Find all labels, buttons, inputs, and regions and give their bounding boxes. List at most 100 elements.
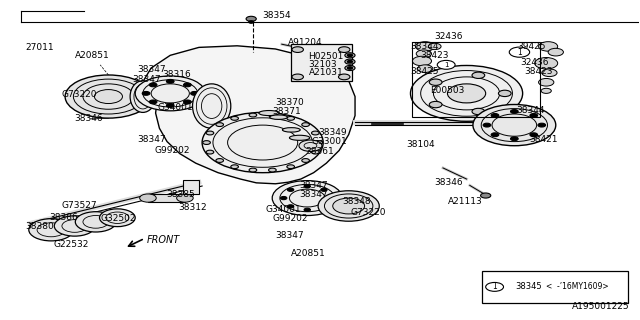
Circle shape — [202, 112, 323, 173]
Text: 38316: 38316 — [163, 70, 191, 79]
Text: 32436: 32436 — [521, 58, 549, 67]
Circle shape — [302, 159, 309, 162]
Text: <  -’16MY1609>: < -’16MY1609> — [546, 282, 609, 292]
Circle shape — [299, 140, 322, 151]
Circle shape — [149, 100, 157, 104]
Text: G99202: G99202 — [154, 146, 190, 155]
Circle shape — [249, 113, 257, 117]
Circle shape — [280, 196, 287, 200]
Text: 38344: 38344 — [516, 106, 545, 115]
Polygon shape — [141, 46, 355, 184]
Circle shape — [345, 53, 355, 58]
Circle shape — [339, 74, 350, 80]
Text: G34001: G34001 — [157, 103, 193, 112]
Bar — [483, 271, 628, 303]
Text: G32502: G32502 — [100, 214, 136, 223]
Text: 38104: 38104 — [406, 140, 435, 149]
Text: 38421: 38421 — [529, 135, 557, 144]
Text: 38371: 38371 — [272, 107, 301, 116]
Circle shape — [429, 79, 442, 85]
Text: 38347: 38347 — [275, 231, 304, 240]
Circle shape — [535, 58, 557, 69]
Circle shape — [312, 131, 319, 135]
Circle shape — [248, 21, 253, 23]
Circle shape — [541, 69, 557, 76]
Circle shape — [166, 104, 174, 107]
Text: 32436: 32436 — [435, 32, 463, 41]
Text: 38425: 38425 — [410, 67, 439, 76]
Circle shape — [345, 59, 355, 64]
Circle shape — [100, 209, 135, 227]
Ellipse shape — [282, 128, 300, 132]
Circle shape — [287, 165, 294, 169]
Circle shape — [140, 194, 156, 202]
Text: FRONT: FRONT — [147, 235, 180, 245]
Circle shape — [76, 212, 116, 232]
Text: 1: 1 — [517, 48, 522, 57]
Text: A21031: A21031 — [308, 68, 343, 77]
Circle shape — [29, 219, 74, 241]
Circle shape — [511, 137, 518, 141]
Circle shape — [416, 50, 431, 58]
Circle shape — [149, 83, 157, 87]
Text: 1: 1 — [444, 62, 449, 68]
Circle shape — [412, 56, 431, 66]
Circle shape — [473, 105, 556, 146]
Circle shape — [481, 193, 491, 198]
Circle shape — [509, 47, 530, 57]
Circle shape — [348, 54, 353, 57]
Circle shape — [142, 92, 150, 95]
Circle shape — [177, 194, 193, 202]
Circle shape — [328, 196, 334, 200]
Text: A20851: A20851 — [291, 249, 326, 258]
Circle shape — [318, 191, 380, 221]
Text: E00503: E00503 — [430, 86, 465, 95]
Circle shape — [539, 78, 554, 86]
Circle shape — [428, 43, 441, 50]
Circle shape — [321, 205, 327, 208]
Text: 38380: 38380 — [26, 222, 54, 231]
Text: 38423: 38423 — [524, 67, 552, 76]
Text: G73220: G73220 — [351, 208, 386, 217]
Circle shape — [216, 123, 223, 126]
Circle shape — [410, 66, 523, 121]
Circle shape — [348, 60, 353, 63]
Bar — [183, 180, 199, 194]
Circle shape — [339, 47, 350, 52]
Circle shape — [511, 109, 518, 113]
Circle shape — [548, 48, 563, 56]
Circle shape — [447, 84, 486, 103]
Circle shape — [486, 283, 504, 291]
Text: 38347: 38347 — [300, 181, 328, 190]
Text: 38347: 38347 — [137, 65, 166, 74]
Circle shape — [539, 42, 557, 51]
Circle shape — [321, 188, 327, 191]
Circle shape — [65, 75, 152, 118]
Text: 38385: 38385 — [166, 190, 195, 199]
Circle shape — [287, 116, 294, 120]
Circle shape — [437, 60, 455, 69]
Circle shape — [415, 42, 435, 51]
Circle shape — [530, 114, 538, 117]
Text: 38354: 38354 — [262, 11, 291, 20]
Circle shape — [292, 47, 303, 52]
Circle shape — [333, 198, 365, 214]
Bar — [291, 44, 352, 81]
Circle shape — [269, 113, 276, 117]
Circle shape — [216, 159, 223, 162]
Circle shape — [491, 114, 499, 117]
Circle shape — [184, 100, 191, 104]
Circle shape — [54, 216, 95, 236]
Circle shape — [206, 131, 214, 135]
Circle shape — [166, 79, 174, 83]
Circle shape — [206, 150, 214, 154]
Circle shape — [312, 150, 319, 154]
Ellipse shape — [130, 81, 156, 112]
Circle shape — [483, 123, 491, 127]
Circle shape — [302, 123, 309, 126]
Text: 32103: 32103 — [308, 60, 337, 69]
Text: 1: 1 — [492, 282, 497, 292]
Text: 38346: 38346 — [75, 114, 103, 123]
Text: A20851: A20851 — [75, 51, 109, 60]
Text: G22532: G22532 — [54, 240, 89, 249]
